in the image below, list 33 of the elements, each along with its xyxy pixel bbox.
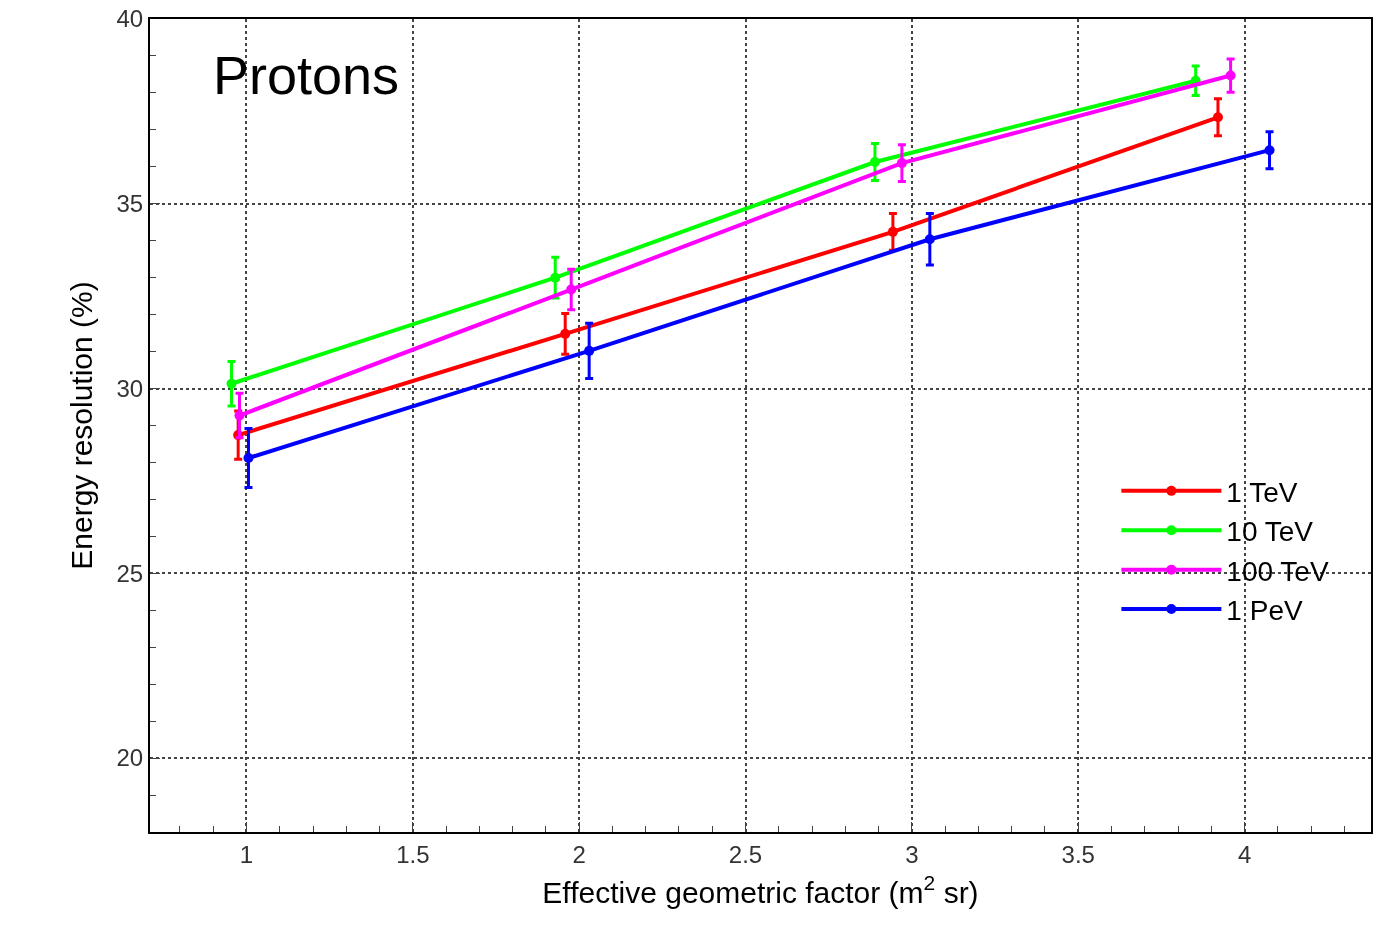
y-tick-label: 20 bbox=[116, 744, 144, 772]
x-tick-label: 2 bbox=[572, 840, 586, 868]
point bbox=[896, 158, 907, 169]
point bbox=[550, 272, 561, 283]
x-tick-label: 2.5 bbox=[728, 840, 763, 868]
point bbox=[243, 453, 254, 464]
point bbox=[1264, 145, 1275, 156]
point bbox=[234, 410, 245, 421]
point bbox=[560, 328, 571, 339]
x-tick-label: 3.5 bbox=[1061, 840, 1095, 868]
point bbox=[226, 378, 237, 389]
y-tick-label: 25 bbox=[116, 559, 144, 587]
x-axis-title: Effective geometric factor (m$^{2}$ sr) bbox=[542, 871, 979, 909]
legend-label: 100 TeV bbox=[1226, 555, 1329, 587]
point bbox=[1212, 112, 1223, 123]
y-tick-label: 30 bbox=[116, 374, 144, 402]
point bbox=[566, 284, 577, 295]
legend-label: 1 PeV bbox=[1226, 594, 1303, 626]
x-tick-label: 1 bbox=[239, 840, 254, 868]
x-tick-label: 1.5 bbox=[396, 840, 430, 868]
point bbox=[584, 345, 595, 356]
text: Protons bbox=[213, 45, 400, 105]
y-tick-label: 35 bbox=[116, 190, 144, 218]
point bbox=[924, 234, 935, 245]
y-axis-title: Energy resolution (%) bbox=[65, 281, 98, 570]
x-tick-label: 3 bbox=[905, 840, 919, 868]
point bbox=[1225, 70, 1236, 81]
point bbox=[869, 157, 880, 168]
legend-label: 10 TeV bbox=[1226, 516, 1314, 548]
y-tick-label: 40 bbox=[116, 5, 144, 33]
legend-label: 1 TeV bbox=[1226, 476, 1298, 508]
point bbox=[887, 226, 898, 237]
x-tick-label: 4 bbox=[1237, 840, 1252, 868]
